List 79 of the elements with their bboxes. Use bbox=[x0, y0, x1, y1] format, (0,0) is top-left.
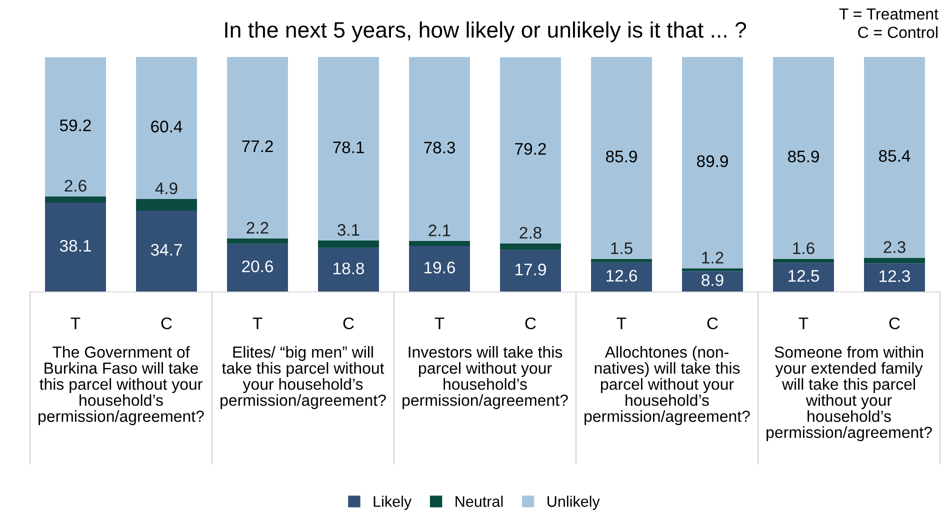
text: Someone from within your extended family will take this parcel without your household’s permission/agreement? bbox=[766, 346, 932, 442]
data-label: 78.1 bbox=[333, 141, 364, 154]
data-label: 2.2 bbox=[246, 222, 268, 234]
data-label: 85.9 bbox=[788, 150, 819, 162]
bar bbox=[227, 238, 288, 244]
bar bbox=[318, 248, 379, 292]
bar bbox=[500, 250, 561, 292]
data-label: 89.9 bbox=[697, 155, 728, 168]
bar bbox=[409, 246, 470, 292]
legend-label: Likely bbox=[374, 496, 412, 510]
data-label: 1.2 bbox=[702, 252, 724, 264]
x-tick-label: T bbox=[798, 318, 808, 330]
bar bbox=[773, 258, 834, 263]
data-label: 18.8 bbox=[334, 262, 364, 274]
x-tick-label: T bbox=[616, 318, 626, 330]
chart-title: In the next 5 years, how likely or unlikely is it that ... ? bbox=[225, 21, 746, 42]
x-tick-label: T bbox=[252, 318, 262, 330]
data-label: 2.8 bbox=[520, 226, 542, 239]
data-label: 59.2 bbox=[60, 119, 91, 132]
bar bbox=[45, 202, 106, 292]
data-label: 8.9 bbox=[702, 274, 724, 286]
x-tick-label: C bbox=[707, 317, 718, 330]
bar bbox=[682, 57, 743, 268]
bar bbox=[864, 258, 925, 264]
data-label: 77.2 bbox=[242, 140, 273, 152]
bar bbox=[500, 243, 561, 250]
bar bbox=[227, 57, 288, 238]
data-label: 4.9 bbox=[155, 182, 178, 194]
bar bbox=[409, 241, 470, 246]
data-label: 12.5 bbox=[788, 270, 820, 282]
bar bbox=[591, 262, 652, 292]
data-label: 12.3 bbox=[880, 270, 910, 282]
data-label: 60.4 bbox=[151, 120, 182, 132]
data-label: 12.6 bbox=[606, 270, 637, 282]
legend-label: Neutral bbox=[456, 496, 503, 507]
bar bbox=[500, 57, 561, 244]
data-label: 2.3 bbox=[884, 241, 906, 253]
text: Allochtones (non- natives) will take this parcel without your household’s permission/agreement? bbox=[584, 346, 750, 426]
bar bbox=[864, 263, 925, 292]
x-tick-label: C bbox=[525, 317, 536, 330]
data-label: 85.4 bbox=[879, 150, 910, 162]
text: Investors will take this parcel without your household’s permission/agreement? bbox=[402, 346, 568, 410]
bar bbox=[682, 271, 743, 292]
data-label: 1.5 bbox=[611, 242, 632, 254]
bar bbox=[45, 57, 106, 196]
data-label: 1.6 bbox=[793, 242, 814, 254]
bar bbox=[136, 57, 197, 199]
x-tick-label: C bbox=[161, 317, 172, 330]
bar bbox=[773, 57, 834, 259]
bar bbox=[409, 57, 470, 242]
x-tick-label: T bbox=[434, 318, 444, 330]
bar bbox=[591, 258, 652, 262]
data-label: 19.6 bbox=[424, 262, 455, 274]
bar bbox=[227, 244, 288, 292]
bar bbox=[318, 240, 379, 248]
data-label: 85.9 bbox=[606, 150, 637, 162]
legend-label: Unlikely bbox=[548, 496, 600, 510]
data-label: 78.3 bbox=[424, 142, 455, 154]
bar bbox=[591, 57, 652, 259]
bar bbox=[136, 198, 197, 210]
x-tick-label: T bbox=[70, 318, 80, 330]
x-tick-label: C bbox=[889, 317, 900, 330]
data-label: 3.1 bbox=[338, 224, 360, 236]
bar bbox=[773, 262, 834, 292]
bar bbox=[45, 196, 106, 202]
text: Elites/ “big men” will take this parcel without your household’s permission/agreement? bbox=[220, 346, 386, 410]
text: The Government of Burkina Faso will take this parcel without your household’s permission/agreement? bbox=[38, 346, 204, 426]
x-tick-label: C bbox=[343, 317, 354, 330]
data-label: 79.2 bbox=[515, 142, 546, 155]
data-label: 38.1 bbox=[60, 240, 91, 252]
data-label: 17.9 bbox=[516, 264, 546, 276]
data-label: 34.7 bbox=[150, 244, 182, 256]
bar bbox=[318, 57, 379, 241]
data-label: 2.1 bbox=[428, 224, 450, 236]
data-label: 2.6 bbox=[64, 180, 86, 192]
data-label: 20.6 bbox=[242, 260, 273, 272]
bar bbox=[864, 57, 925, 258]
bar bbox=[136, 210, 197, 292]
text: T = Treatment C = Control bbox=[839, 8, 938, 38]
